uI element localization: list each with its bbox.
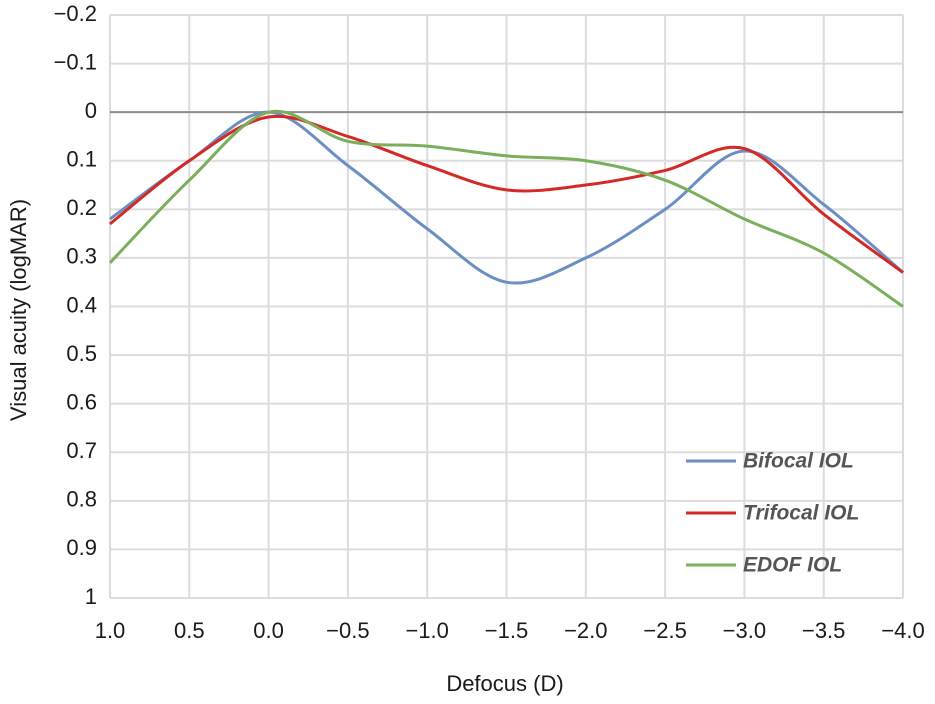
y-tick-label: 0.5 [66,341,97,366]
x-tick-label: 0.5 [174,618,205,643]
y-tick-label: 0.2 [66,195,97,220]
legend-label: Bifocal IOL [743,450,854,473]
x-tick-label: −3.0 [723,618,766,643]
x-axis-label: Defocus (D) [446,671,563,696]
x-tick-label: −3.5 [802,618,845,643]
series-line [109,114,904,274]
y-axis-label: Visual acuity (logMAR) [6,199,31,421]
y-tick-label: 0.6 [66,389,97,414]
x-tick-label: −2.5 [643,618,686,643]
y-tick-label: 0.7 [66,438,97,463]
x-tick-label: −1.5 [485,618,528,643]
y-tick-label: 0 [85,98,97,123]
x-tick-label: −4.0 [881,618,924,643]
y-tick-label: −0.1 [54,49,97,74]
x-tick-label: −2.0 [564,618,607,643]
y-tick-label: 0.1 [66,147,97,172]
y-tick-label: 0.9 [66,535,97,560]
x-tick-label: 0.0 [253,618,284,643]
x-tick-label: −0.5 [326,618,369,643]
series-line [109,110,904,285]
y-tick-label: 0.4 [66,292,97,317]
series-line [108,109,904,308]
x-tick-label: −1.0 [405,618,448,643]
legend-label: Trifocal IOL [743,502,859,525]
y-tick-label: −0.2 [54,1,97,26]
y-tick-label: 0.8 [66,487,97,512]
x-tick-label: 1.0 [95,618,126,643]
y-tick-label: 1 [85,584,97,609]
grid [109,14,904,599]
legend-label: EDOF IOL [743,554,842,577]
y-tick-label: 0.3 [66,244,97,269]
